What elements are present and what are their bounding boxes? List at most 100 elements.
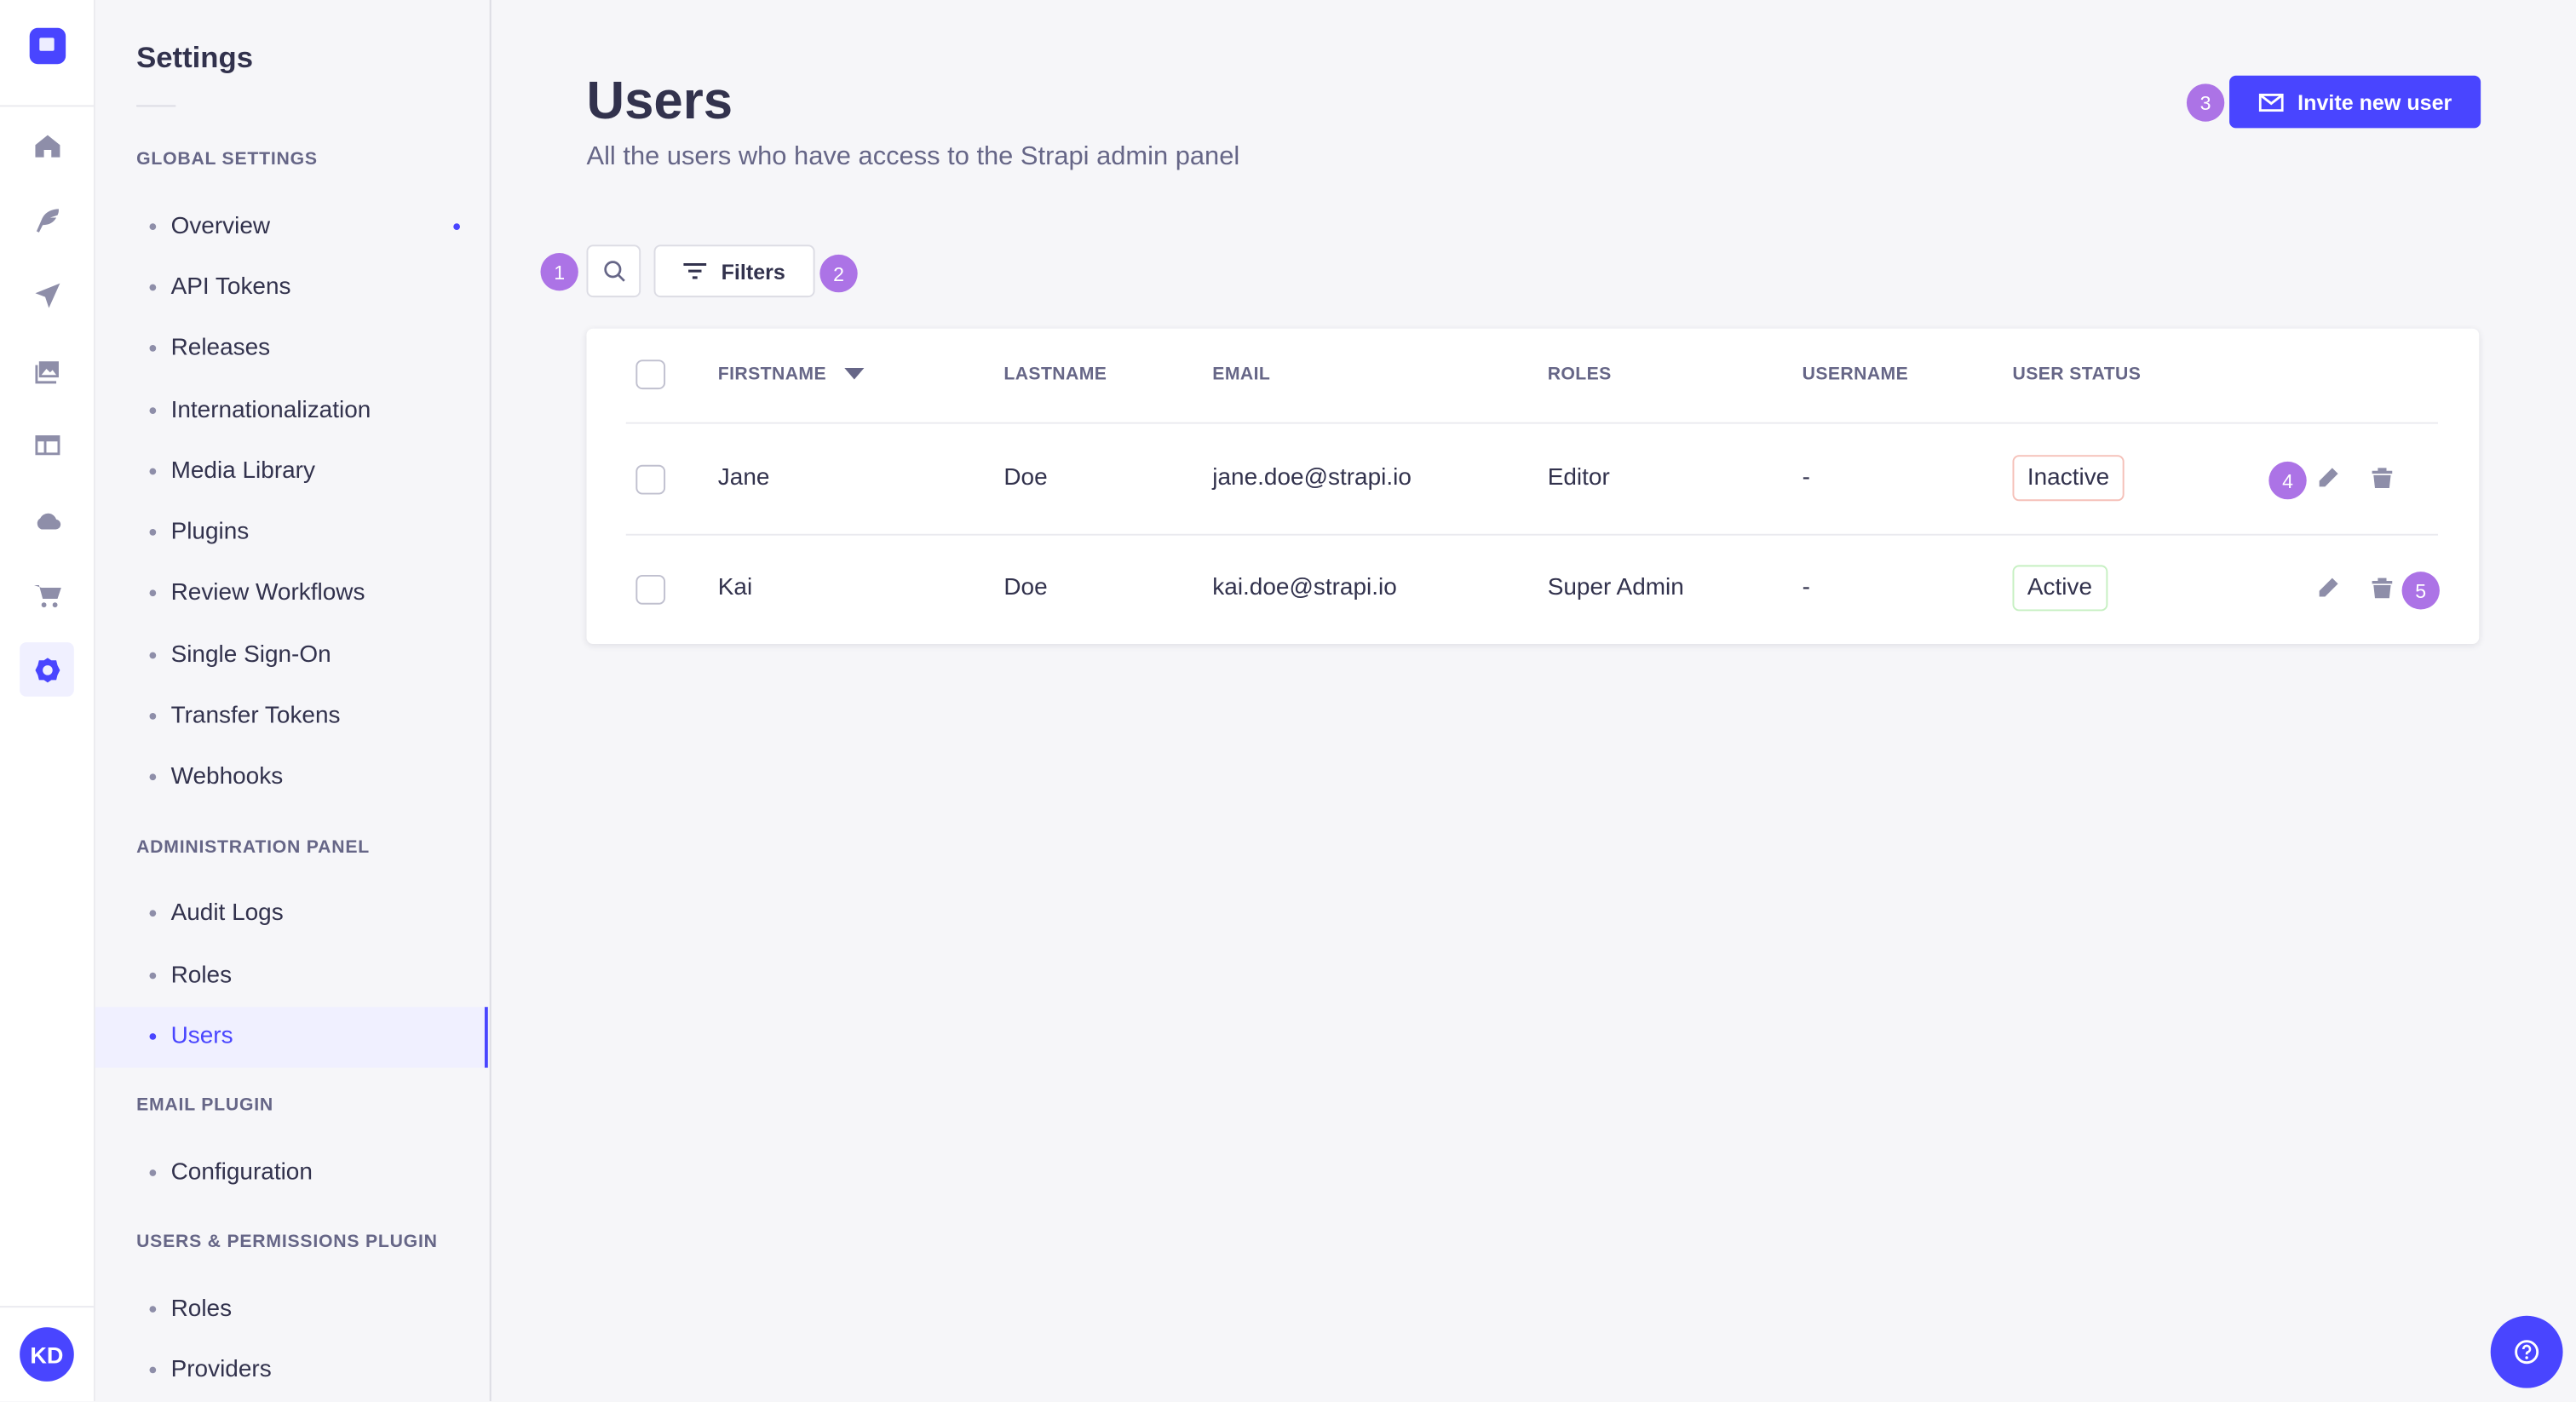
users-table: Firstname Lastname Email Roles Username User … [586,328,2480,644]
filter-icon [683,262,707,279]
cell-roles: Super Admin [1547,574,1684,601]
cell-lastname: Doe [1003,574,1048,601]
bullet-icon [149,407,157,414]
media-library-icon[interactable] [20,343,74,398]
bullet-icon [149,773,157,781]
annotation-badge: 1 [540,252,578,291]
sidebar-item-audit-logs[interactable]: Audit Logs [95,883,488,944]
column-header-email[interactable]: Email [1212,365,1271,385]
sidebar-item-configuration[interactable]: Configuration [95,1142,488,1203]
sidebar-section-header: Email Plugin [136,1095,273,1116]
bullet-icon [149,972,157,980]
annotation-badge: 4 [2268,461,2307,500]
cell-firstname: Jane [717,464,770,491]
releases-icon[interactable] [20,267,74,322]
avatar[interactable]: KD [20,1327,74,1382]
column-header-username[interactable]: Username [1802,365,1909,385]
sort-descending-icon[interactable] [844,367,865,380]
divider [0,1306,94,1308]
cell-roles: Editor [1547,464,1610,491]
cell-username: - [1802,574,1810,601]
cell-firstname: Kai [717,574,753,601]
sidebar-item-transfer-tokens[interactable]: Transfer Tokens [95,686,488,746]
edit-pencil-icon[interactable] [2316,467,2339,498]
content-manager-icon[interactable] [20,192,74,247]
sidebar-section-header: Global Settings [136,149,318,170]
cell-email: jane.doe@strapi.io [1212,464,1412,491]
invite-new-user-button[interactable]: Invite new user [2229,75,2481,129]
sidebar-item-label: Media Library [170,458,315,485]
sidebar-item-providers[interactable]: Providers [95,1340,488,1400]
delete-trash-icon[interactable] [2371,467,2394,498]
divider [0,105,94,107]
bullet-icon [149,284,157,291]
bullet-icon [149,1366,157,1374]
bullet-icon [149,223,157,230]
home-icon[interactable] [20,118,74,173]
column-header-lastname[interactable]: Lastname [1003,365,1107,385]
page-title: Users [586,70,733,130]
sidebar-item-internationalization[interactable]: Internationalization [95,380,488,440]
sidebar-item-media-library[interactable]: Media Library [95,441,488,502]
sidebar-section-header: Users & Permissions Plugin [136,1232,438,1252]
settings-icon[interactable] [20,642,74,697]
sidebar-item-label: Review Workflows [170,579,365,606]
sidebar-item-webhooks[interactable]: Webhooks [95,747,488,807]
cell-username: - [1802,464,1810,491]
nav-rail: KD [0,0,95,1402]
sidebar-item-roles[interactable]: Roles [95,945,488,1006]
divider [136,105,176,107]
bullet-icon [149,1033,157,1040]
select-all-checkbox[interactable] [635,359,666,390]
sidebar-item-review-workflows[interactable]: Review Workflows [95,563,488,623]
bullet-icon [149,712,157,720]
sidebar-item-label: Users [170,1023,233,1050]
content-type-builder-icon[interactable] [20,417,74,472]
help-icon [2515,1340,2539,1365]
row-checkbox[interactable] [635,574,666,605]
bullet-icon [149,589,157,597]
column-header-status[interactable]: User status [2012,365,2142,385]
cell-email: kai.doe@strapi.io [1212,574,1397,601]
sidebar-item-overview[interactable]: Overview [95,196,488,256]
sidebar-title: Settings [136,41,254,74]
filters-button[interactable]: Filters [653,244,815,298]
sidebar-item-label: Providers [170,1356,272,1383]
invite-label: Invite new user [2297,89,2452,115]
annotation-badge: 5 [2401,572,2440,610]
search-button[interactable] [586,244,641,298]
sidebar-item-roles[interactable]: Roles [95,1278,488,1339]
sidebar-item-plugins[interactable]: Plugins [95,502,488,562]
sidebar-item-api-tokens[interactable]: API Tokens [95,257,488,318]
divider [625,533,2438,536]
sidebar-item-users[interactable]: Users [95,1006,488,1067]
sidebar-item-label: Plugins [170,519,250,546]
search-icon [603,261,624,282]
sidebar-item-single-sign-on[interactable]: Single Sign-On [95,625,488,686]
envelope-icon [2257,92,2283,112]
delete-trash-icon[interactable] [2371,577,2394,608]
sidebar-item-label: Overview [170,213,271,240]
column-header-roles[interactable]: Roles [1547,365,1612,385]
strapi-logo[interactable] [29,27,66,65]
bullet-icon [149,910,157,917]
sidebar-item-label: Transfer Tokens [170,703,341,730]
sidebar-item-releases[interactable]: Releases [95,318,488,378]
bullet-icon [149,468,157,475]
sidebar-item-label: Audit Logs [170,899,284,927]
row-checkbox[interactable] [635,464,666,495]
column-header-firstname[interactable]: Firstname [718,365,865,384]
sidebar-item-label: API Tokens [170,274,291,301]
help-button[interactable] [2490,1315,2563,1388]
sidebar-item-label: Configuration [170,1159,313,1187]
status-badge: Inactive [2012,455,2125,502]
sidebar-item-label: Roles [170,962,233,989]
page-subtitle: All the users who have access to the Str… [586,142,1240,171]
sidebar-item-label: Single Sign-On [170,642,331,669]
marketplace-icon[interactable] [20,568,74,623]
edit-pencil-icon[interactable] [2316,577,2339,608]
new-indicator [453,222,460,230]
sidebar-section-header: Administration Panel [136,837,370,858]
settings-sidebar: Settings Global Settings Overview API Toke… [95,0,492,1402]
cloud-icon[interactable] [20,493,74,548]
